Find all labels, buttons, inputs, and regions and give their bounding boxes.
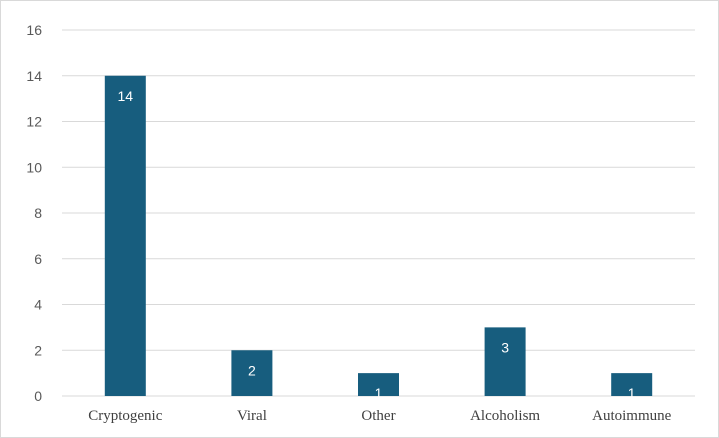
bar-other	[358, 373, 399, 396]
data-label: 1	[375, 385, 383, 401]
y-axis: 0 2 4 6 8 10 12 14 16	[26, 22, 42, 404]
y-tick-label: 4	[34, 297, 42, 313]
data-label: 14	[118, 88, 134, 104]
data-label: 2	[248, 362, 256, 378]
x-tick-label: Alcoholism	[470, 408, 540, 424]
bar-cryptogenic	[104, 75, 146, 396]
x-axis: Cryptogenic Viral Other Alcoholism Autoimmun…	[88, 408, 671, 424]
y-tick-label: 2	[34, 342, 42, 358]
bar-alcoholism	[484, 327, 526, 396]
y-tick-label: 10	[26, 159, 42, 175]
x-tick-label: Other	[361, 408, 395, 424]
data-labels: 14 2 1 3 1	[118, 88, 636, 401]
data-label: 1	[628, 385, 636, 401]
y-tick-label: 0	[34, 388, 42, 404]
bars	[104, 75, 653, 396]
y-tick-label: 16	[26, 22, 42, 38]
bar-viral	[231, 350, 273, 396]
data-label: 3	[501, 339, 509, 355]
x-tick-label: Autoimmune	[592, 408, 672, 424]
gridlines	[62, 29, 695, 397]
x-tick-label: Cryptogenic	[88, 408, 162, 424]
x-tick-label: Viral	[237, 408, 267, 424]
bar-autoimmune	[611, 373, 653, 396]
y-tick-label: 8	[34, 205, 42, 221]
y-tick-label: 12	[26, 114, 42, 130]
y-tick-label: 6	[34, 251, 42, 267]
y-tick-label: 14	[26, 68, 42, 84]
